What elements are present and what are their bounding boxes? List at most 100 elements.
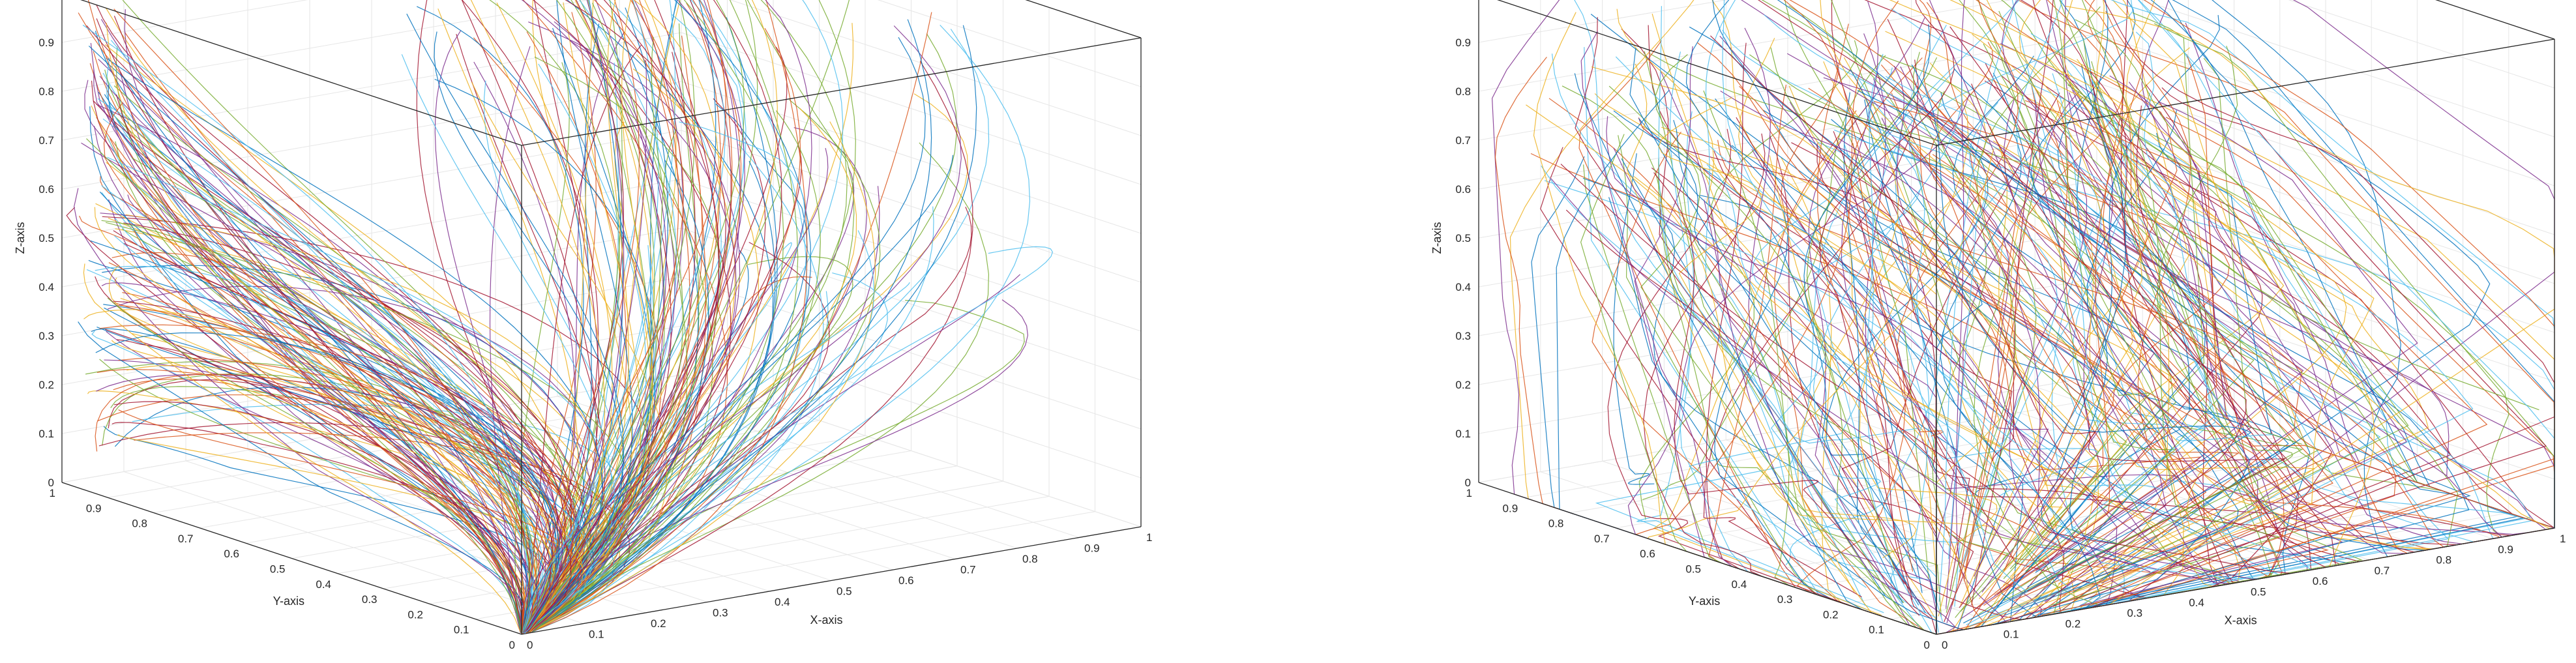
- right-tick-label: 0.9: [1503, 502, 1518, 514]
- right-trajectory: [1797, 61, 1917, 559]
- right-trajectory: [1887, 19, 2370, 563]
- right-trajectory: [1607, 128, 1858, 609]
- left-trajectory: [104, 69, 538, 632]
- right-tick-label: 1: [2560, 533, 2566, 545]
- right-trajectory: [1696, 42, 2329, 616]
- left-trajectory: [489, 46, 531, 633]
- left-trajectory: [522, 0, 696, 634]
- left-trajectory: [527, 40, 737, 632]
- right-trajectory: [2065, 78, 2320, 574]
- right-tick-label: 1: [1466, 487, 1472, 499]
- right-tick-label: 0.4: [1455, 281, 1471, 293]
- left-trajectory: [108, 262, 522, 634]
- right-trajectory: [2047, 0, 2333, 608]
- left-tick-label: 0.4: [38, 281, 54, 293]
- right-trajectory: [1608, 85, 1895, 570]
- left-trajectory: [527, 0, 844, 632]
- left-tick-label: 0: [527, 639, 533, 651]
- left-trajectory: [470, 0, 606, 632]
- right-tick-label: 0.2: [1455, 379, 1471, 391]
- right-tick-label: 0.3: [1777, 593, 1793, 606]
- left-trajectory: [532, 0, 799, 632]
- right-trajectory: [1865, 53, 1937, 634]
- left-trajectory: [107, 156, 615, 632]
- left-trajectory: [530, 17, 778, 632]
- right-trajectory: [1791, 142, 2472, 606]
- right-trajectory: [1613, 147, 2049, 577]
- right-tick-label: 0.5: [2251, 586, 2266, 598]
- left-trajectory: [529, 54, 735, 632]
- right-trajectory: [1946, 91, 2080, 609]
- right-trajectory: [1562, 85, 2060, 630]
- right-trajectory: [1653, 70, 1896, 616]
- left-box-edge: [61, 482, 522, 635]
- left-trajectory: [118, 409, 582, 632]
- left-grid-line: [61, 0, 308, 43]
- right-trajectory: [1819, 0, 1955, 600]
- right-trajectory: [1929, 42, 2021, 581]
- left-tick-label: 1: [50, 487, 55, 499]
- right-trajectory: [2037, 119, 2407, 584]
- right-trajectory: [2002, 76, 2511, 601]
- right-trajectory: [1900, 66, 2493, 608]
- right-trajectory: [1880, 65, 2303, 614]
- right-trajectory: [1658, 6, 1932, 633]
- left-tick-label: 1: [1146, 531, 1152, 544]
- right-trajectory: [1994, 61, 2146, 596]
- right-trajectory: [1711, 0, 2043, 580]
- right-x-axis-label: X-axis: [2225, 614, 2257, 627]
- left-tick-label: 0.4: [316, 578, 331, 591]
- left-tick-label: 0.1: [38, 428, 54, 440]
- right-tick-label: 0.2: [1823, 608, 1839, 621]
- left-trajectory: [86, 138, 522, 634]
- right-tick-label: 0.3: [2127, 607, 2142, 619]
- right-trajectory: [1881, 117, 2227, 592]
- right-tick-label: 0.6: [1455, 183, 1471, 196]
- right-trajectory: [1907, 109, 2017, 606]
- left-trajectory: [531, 12, 932, 632]
- left-grid-line: [61, 374, 682, 483]
- right-tick-label: 0: [1924, 639, 1930, 651]
- left-box-edge: [521, 37, 1142, 146]
- left-trajectory: [113, 8, 525, 633]
- left-trajectory: [103, 102, 523, 634]
- right-trajectory: [1722, 0, 2028, 626]
- right-trajectory: [1703, 59, 1919, 598]
- left-trajectory: [99, 191, 526, 634]
- right-trajectory: [1769, 155, 1970, 635]
- right-trajectory: [2024, 100, 2488, 601]
- right-trajectory: [1985, 59, 2375, 626]
- right-trajectory: [1936, 0, 2007, 635]
- right-trajectory: [1803, 24, 1931, 604]
- right-tick-label: 0.6: [1640, 548, 1655, 560]
- left-trajectory: [91, 328, 530, 633]
- left-trajectory: [526, 0, 856, 632]
- left-tick-label: 0.2: [651, 617, 666, 630]
- right-trajectories: [1491, 0, 2556, 635]
- left-trajectory: [525, 0, 676, 633]
- left-trajectory: [524, 0, 685, 632]
- left-trajectory: [406, 13, 625, 632]
- right-trajectory: [1578, 40, 1839, 602]
- left-grid-line: [619, 385, 1080, 538]
- left-trajectory: [93, 126, 539, 633]
- right-grid-line: [2096, 33, 2555, 186]
- right-trajectory: [1926, 2, 2230, 630]
- left-tick-label: 0.9: [38, 37, 54, 49]
- right-axes-box: [1478, 0, 2555, 635]
- left-trajectory: [529, 206, 934, 632]
- right-tick-label: 0.5: [1685, 563, 1701, 576]
- left-trajectory: [116, 339, 525, 634]
- right-trajectory: [1992, 140, 2315, 584]
- right-box-edge: [2435, 0, 2555, 40]
- right-trajectory: [1889, 0, 2555, 599]
- right-trajectory: [1808, 87, 2429, 613]
- left-trajectory: [529, 3, 722, 633]
- left-trajectory: [521, 37, 926, 633]
- left-trajectory: [96, 5, 559, 632]
- right-tick-label: 0.7: [2375, 565, 2390, 577]
- left-trajectory: [529, 0, 811, 632]
- left-trajectory: [531, 0, 808, 632]
- left-axes-box: [61, 0, 1142, 635]
- right-trajectory: [1940, 68, 2101, 631]
